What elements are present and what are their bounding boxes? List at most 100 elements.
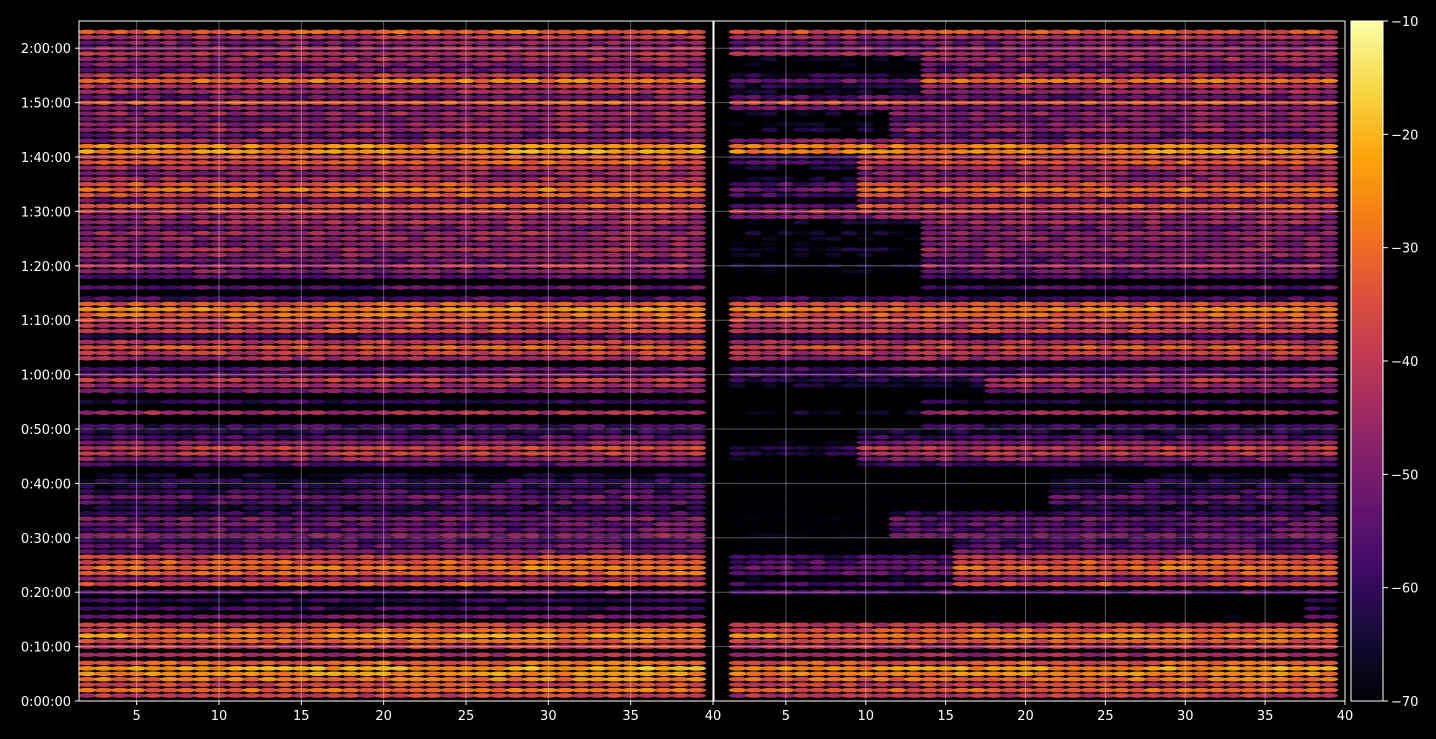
heatmap-cell — [604, 451, 624, 456]
heatmap-cell — [110, 538, 130, 543]
heatmap-cell — [291, 94, 311, 100]
heatmap-cell — [984, 633, 1003, 639]
heatmap-cell — [637, 171, 657, 176]
heatmap-cell — [604, 538, 624, 543]
heatmap-cell — [209, 209, 229, 214]
heatmap-cell — [242, 51, 262, 56]
heatmap-cell — [324, 230, 344, 236]
heatmap-cell — [225, 171, 245, 176]
heatmap-cell — [176, 410, 196, 415]
heatmap-cell — [792, 598, 812, 603]
heatmap-cell — [571, 500, 591, 505]
heatmap-cell — [670, 111, 690, 116]
heatmap-cell — [94, 671, 114, 677]
heatmap-cell — [1207, 638, 1227, 644]
heatmap-cell — [824, 652, 844, 658]
heatmap-cell — [143, 258, 163, 263]
heatmap-cell — [258, 258, 278, 263]
heatmap-cell — [357, 203, 377, 209]
heatmap-cell — [357, 532, 377, 538]
heatmap-cell — [390, 410, 410, 415]
heatmap-cell — [670, 296, 690, 301]
heatmap-cell — [588, 268, 608, 274]
heatmap-cell — [1064, 589, 1083, 595]
heatmap-cell — [258, 472, 278, 478]
heatmap-cell — [176, 339, 196, 345]
heatmap-cell — [872, 606, 891, 611]
heatmap-cell — [555, 176, 575, 182]
heatmap-cell — [94, 538, 114, 543]
heatmap-cell — [555, 73, 575, 78]
heatmap-cell — [110, 35, 130, 40]
heatmap-cell — [258, 462, 278, 467]
heatmap-cell — [308, 388, 328, 394]
heatmap-cell — [110, 247, 130, 252]
heatmap-cell — [439, 549, 460, 554]
heatmap-cell — [489, 570, 509, 576]
heatmap-cell — [1048, 693, 1067, 698]
heatmap-cell — [176, 494, 196, 500]
heatmap-cell — [1255, 633, 1275, 639]
heatmap-cell — [760, 598, 780, 603]
heatmap-cell — [505, 434, 525, 440]
heatmap-cell — [456, 176, 476, 182]
heatmap-cell — [1319, 589, 1339, 595]
heatmap-cell — [571, 301, 591, 307]
heatmap-cell — [374, 209, 394, 214]
heatmap-cell — [456, 160, 476, 165]
heatmap-cell — [242, 73, 262, 78]
heatmap-cell — [390, 307, 410, 312]
heatmap-cell — [275, 89, 295, 95]
heatmap-cell — [127, 111, 147, 116]
heatmap-cell — [588, 388, 608, 394]
heatmap-cell — [571, 307, 591, 312]
heatmap-cell — [143, 51, 163, 56]
heatmap-cell — [176, 500, 196, 505]
heatmap-cell — [291, 274, 311, 279]
heatmap-cell — [258, 143, 278, 149]
heatmap-cell — [604, 317, 624, 323]
heatmap-cell — [209, 554, 229, 560]
heatmap-cell — [258, 268, 278, 274]
heatmap-cell — [588, 350, 608, 356]
heatmap-cell — [127, 693, 147, 698]
heatmap-cell — [604, 355, 624, 361]
heatmap-cell — [686, 83, 707, 89]
heatmap-cell — [258, 543, 278, 549]
heatmap-cell — [936, 671, 955, 677]
heatmap-cell — [808, 652, 828, 658]
heatmap-cell — [110, 187, 130, 192]
heatmap-cell — [571, 372, 591, 377]
heatmap-cell — [275, 627, 295, 633]
heatmap-cell — [341, 127, 361, 133]
heatmap-cell — [209, 230, 229, 236]
heatmap-cell — [1223, 598, 1243, 603]
heatmap-cell — [522, 116, 542, 122]
heatmap-cell — [291, 62, 311, 67]
heatmap-cell — [555, 29, 575, 35]
heatmap-cell — [472, 559, 493, 565]
heatmap-cell — [374, 219, 394, 225]
heatmap-cell — [127, 89, 147, 95]
heatmap-cell — [324, 307, 344, 312]
heatmap-cell — [308, 263, 328, 269]
heatmap-cell — [94, 149, 114, 154]
heatmap-cell — [670, 644, 690, 649]
heatmap-cell — [1287, 627, 1307, 633]
heatmap-cell — [654, 263, 674, 269]
heatmap-cell — [209, 176, 229, 182]
heatmap-cell — [489, 339, 509, 345]
heatmap-cell — [637, 538, 657, 543]
heatmap-cell — [275, 399, 295, 405]
heatmap-cell — [341, 203, 361, 209]
heatmap-cell — [604, 225, 624, 231]
heatmap-cell — [275, 122, 295, 127]
heatmap-cell — [79, 268, 97, 274]
heatmap-cell — [242, 176, 262, 182]
heatmap-cell — [192, 225, 213, 231]
heatmap-cell — [522, 554, 542, 560]
heatmap-cell — [489, 516, 509, 522]
heatmap-cell — [423, 554, 443, 560]
heatmap-cell — [856, 660, 876, 666]
heatmap-cell — [604, 489, 624, 494]
